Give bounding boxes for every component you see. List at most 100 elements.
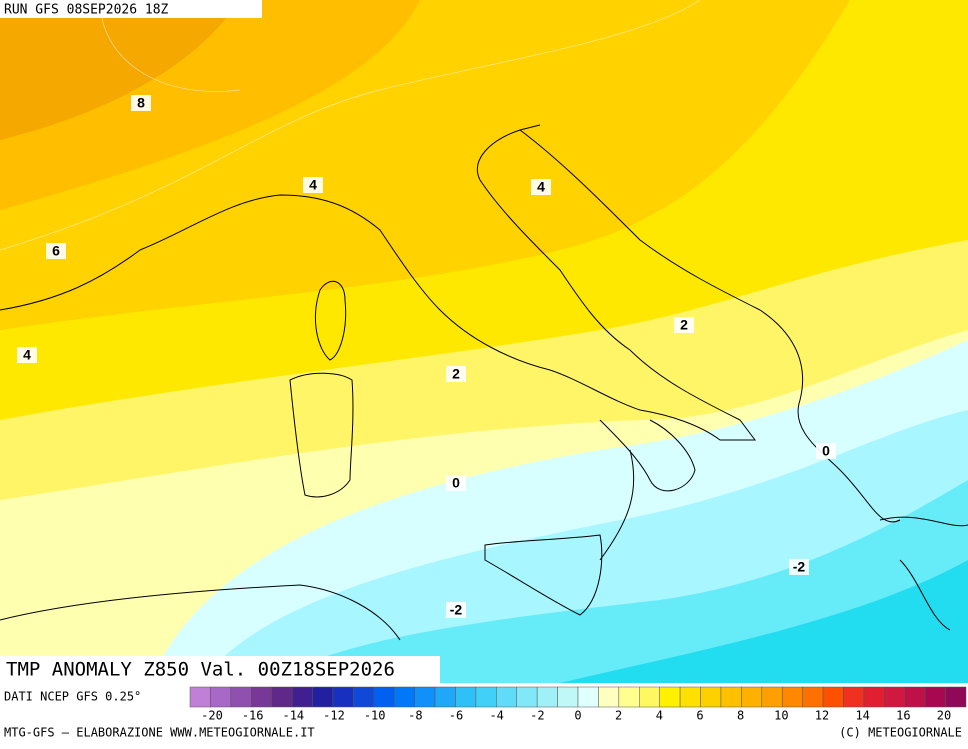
swatch [639,686,660,708]
label-box [446,366,466,382]
contour-label: 4 [23,347,31,363]
colorbar-label: -14 [282,709,304,723]
colorbar-label: 8 [737,709,744,723]
corsica [314,280,347,361]
colorbar-label: -16 [242,709,264,723]
swatch [230,686,252,708]
swatch [945,686,967,708]
swatch [700,686,722,708]
swatch [455,686,477,708]
label-box [816,443,836,459]
swatch [353,686,375,708]
footer-right: (C) METEOGIORNALE [839,726,962,740]
label-box [46,243,66,259]
coastline [0,124,756,441]
contour-label: 8 [137,95,145,111]
source: DATI NCEP GFS 0.25° [4,690,141,704]
swatch [577,686,599,708]
swatch [924,686,946,708]
swatch [720,686,742,708]
sardinia [289,372,354,498]
colorbar-label: 12 [815,709,829,723]
map [0,0,968,683]
colorbar-label: -4 [489,709,503,723]
swatch [414,686,436,708]
isoline [0,0,701,251]
coastline [599,419,696,561]
label-box [531,179,551,195]
label-box [446,475,466,491]
colorbar-label: -10 [364,709,386,723]
contour-label: 2 [680,317,688,333]
map-labels: 8 6 4 4 4 2 2 0 0 -2 -2 [17,95,836,618]
footer-left: MTG-GFS — ELABORAZIONE WWW.METEOGIORNALE… [4,726,315,740]
swatch [291,686,313,708]
swatch [557,686,579,708]
header-box [0,0,262,18]
swatch [373,686,395,708]
run-label: RUN GFS 08SEP2026 18Z [4,3,169,18]
contour-label: -2 [450,602,463,618]
swatch [822,686,844,708]
swatch [679,686,701,708]
swatch [598,686,620,708]
contour-label: 4 [309,177,317,193]
swatch [843,686,865,708]
swatch [332,686,354,708]
colorbar-label: 2 [615,709,622,723]
swatch [496,686,517,708]
colorbar-label: -2 [530,709,544,723]
coastline [519,129,901,523]
swatch [863,686,885,708]
colorbar-label: 10 [774,709,788,723]
contour-label: 0 [452,475,460,491]
swatch [536,686,558,708]
swatch [393,686,415,708]
swatch [618,686,640,708]
label-box [303,177,323,193]
contour-label: 4 [537,179,545,195]
label-box [17,347,37,363]
contour-label: -2 [793,559,806,575]
colorbar-label: 6 [696,709,703,723]
swatch [271,686,293,708]
swatch [312,686,334,708]
colorbar-label: -8 [408,709,422,723]
swatch [884,686,905,708]
colorbar-label: -20 [201,709,223,723]
colorbar-label: 0 [574,709,581,723]
swatch [434,686,456,708]
colorbar-label: 20 [937,709,951,723]
label-box [446,602,466,618]
swatch [781,686,803,708]
swatch [904,686,926,708]
swatch [251,686,272,708]
coastline [0,584,401,641]
title-box [0,656,440,683]
coastline [879,516,968,631]
isoline [99,0,241,92]
band [0,0,240,140]
swatch [475,686,497,708]
swatch [210,686,232,708]
colorbar: -20 -16 -14 -12 -10 -8 -6 -4 -2 0 2 4 6 8 10 12 14 16 20 [189,686,967,723]
swatch [516,686,538,708]
sicily [484,534,603,616]
contour-label: 2 [452,366,460,382]
map-title: TMP ANOMALY Z850 Val. 00Z18SEP2026 [6,659,395,681]
swatch [189,686,211,708]
swatch [761,686,783,708]
swatch [741,686,763,708]
colorbar-label: -6 [449,709,463,723]
contour-label: 0 [822,443,830,459]
colorbar-label: 14 [855,709,869,723]
label-box [131,95,151,111]
colorbar-label: -12 [323,709,345,723]
label-box [789,559,809,575]
colorbar-label: 4 [656,709,663,723]
colorbar-label: 16 [896,709,910,723]
band [560,560,968,683]
swatch [659,686,681,708]
swatch [802,686,824,708]
